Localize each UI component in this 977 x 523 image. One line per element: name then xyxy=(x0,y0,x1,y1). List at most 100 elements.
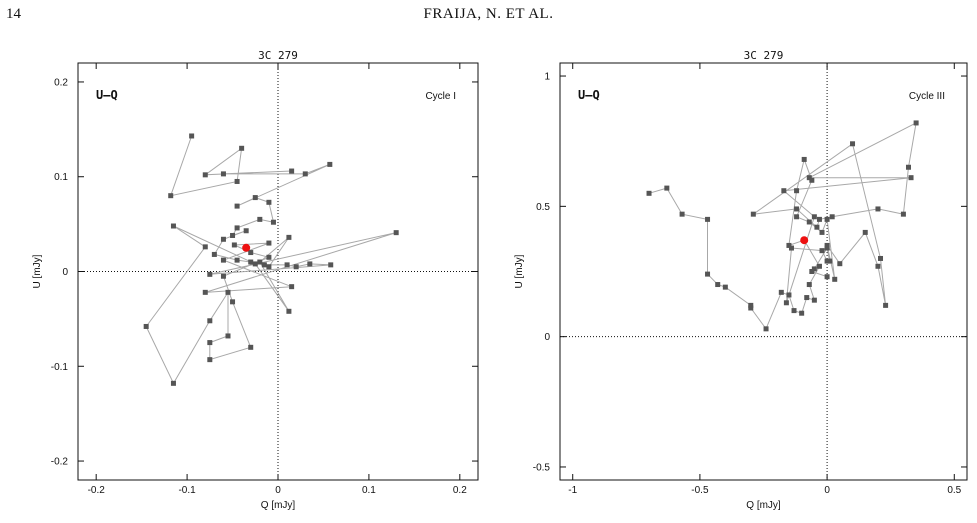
chart-1-highlight-point xyxy=(800,236,809,245)
chart-0-data-point xyxy=(266,264,272,270)
chart-1-data-point xyxy=(829,214,835,220)
chart-0-xtick-label: 0 xyxy=(275,485,281,496)
chart-0-data-point xyxy=(234,257,240,263)
chart-0-data-point xyxy=(327,161,333,167)
chart-1-data-point xyxy=(809,177,815,183)
chart-0-data-point xyxy=(239,145,245,151)
chart-0-data-point xyxy=(261,262,267,268)
chart-1-data-point xyxy=(806,175,812,181)
chart-1-ytick-label: 0 xyxy=(544,332,550,343)
chart-0-ytick-label: -0.1 xyxy=(51,362,69,373)
chart-0-xtick-label: 0.2 xyxy=(453,485,467,496)
chart-1-data-point xyxy=(799,310,805,316)
chart-0-data-point xyxy=(230,299,236,305)
chart-1-data-point xyxy=(783,300,789,306)
chart-0-cycle-label: Cycle I xyxy=(425,91,456,102)
chart-1-data-point xyxy=(748,305,754,311)
chart-0-data-point xyxy=(202,172,208,178)
chart-1-data-point xyxy=(850,141,856,147)
chart-0-title: 3C 279 xyxy=(258,49,298,62)
chart-1-data-point xyxy=(801,156,807,162)
chart-1-frame xyxy=(559,62,968,481)
chart-0-data-point xyxy=(207,318,213,324)
chart-1-title: 3C 279 xyxy=(744,49,784,62)
chart-0-data-point xyxy=(266,199,272,205)
chart-0-data-point xyxy=(270,219,276,225)
chart-1-data-point xyxy=(824,258,830,264)
chart-1-data-point xyxy=(824,242,830,248)
chart-1-data-point xyxy=(819,229,825,235)
chart-0-data-point xyxy=(220,257,226,263)
chart-1-data-point xyxy=(832,276,838,282)
chart-1-data-point xyxy=(679,211,685,217)
chart-0-data-point xyxy=(202,244,208,250)
chart-0-data-point xyxy=(143,323,149,329)
chart-1-data-point xyxy=(824,216,830,222)
chart-0-ytick-label: 0 xyxy=(62,267,68,278)
chart-0-data-point xyxy=(168,193,174,199)
chart-0-data-point xyxy=(207,271,213,277)
chart-0-data-point xyxy=(302,171,308,177)
chart-0-xtick-label: -0.2 xyxy=(88,485,106,496)
chart-1-data-point xyxy=(750,211,756,217)
page-number: 14 xyxy=(6,6,21,22)
chart-0-data-point xyxy=(211,251,217,257)
chart-0-data-point xyxy=(207,340,213,346)
chart-0-data-point xyxy=(231,242,237,248)
chart-0-data-point xyxy=(257,216,263,222)
chart-0-ytick-label: 0.1 xyxy=(54,172,68,183)
chart-0-data-point xyxy=(225,289,231,295)
chart-0-data-point xyxy=(393,230,399,236)
chart-1-data-point xyxy=(875,206,881,212)
chart-1-data-point xyxy=(809,269,815,274)
chart-0-data-point xyxy=(266,240,272,246)
chart-1-data-point xyxy=(794,206,800,212)
chart-0-data-point xyxy=(289,284,295,290)
chart-1-data-point xyxy=(816,216,822,222)
chart-1-panel-label: U–Q xyxy=(578,88,600,102)
chart-0-data-point xyxy=(266,254,272,260)
chart-1-data-point xyxy=(786,242,792,248)
chart-1-data-point xyxy=(875,263,881,269)
chart-1-data-point xyxy=(804,295,810,301)
chart-1-ytick-label: -0.5 xyxy=(533,462,551,473)
chart-1-data-point xyxy=(664,185,670,191)
chart-1-data-point xyxy=(646,190,652,196)
chart-0-data-point xyxy=(257,259,263,265)
chart-1-data-point xyxy=(715,282,721,288)
chart-0-data-point xyxy=(248,250,254,256)
chart-1-data-point xyxy=(816,263,822,269)
chart-0-data-point xyxy=(189,133,195,139)
chart-1-data-point xyxy=(705,216,711,222)
chart-1-xlabel: Q [mJy] xyxy=(746,500,781,511)
chart-1-data-point xyxy=(791,308,797,314)
chart-0-data-point xyxy=(293,264,299,270)
chart-0-data-point xyxy=(207,357,213,363)
chart-1-data-point xyxy=(811,266,817,272)
chart-1: -1 -0.5 0 0.5 -0.5 0 0.5 1 3C 279 Q [mJy] U [mJy] U… xyxy=(514,49,968,511)
chart-1-data-point xyxy=(794,188,800,194)
chart-1-xtick-label: 0.5 xyxy=(947,485,961,496)
chart-1-data-point xyxy=(722,284,728,290)
chart-1-data-point xyxy=(748,302,754,308)
chart-1-data-point xyxy=(837,261,843,267)
chart-1-data-point xyxy=(788,245,794,251)
chart-1-data-point xyxy=(811,214,817,220)
chart-0-data-point xyxy=(252,195,258,201)
chart-0-data-point xyxy=(248,259,254,265)
chart-0-highlight-point xyxy=(242,243,251,252)
chart-0-data-point xyxy=(248,344,254,350)
chart-1-data-point xyxy=(806,219,812,225)
chart-1-data-point xyxy=(778,289,784,295)
chart-0-data-point xyxy=(220,171,226,177)
chart-0-data-point xyxy=(286,234,292,240)
chart-0-trajectory-line xyxy=(145,135,397,385)
chart-0-data-point xyxy=(170,380,176,386)
chart-0-xlabel: Q [mJy] xyxy=(261,500,296,511)
chart-0-data-point xyxy=(170,223,176,229)
chart-1-data-point xyxy=(827,258,833,264)
chart-1-xtick-label: -1 xyxy=(568,485,577,496)
chart-1-data-point xyxy=(814,224,820,230)
chart-1-data-point xyxy=(806,282,812,288)
